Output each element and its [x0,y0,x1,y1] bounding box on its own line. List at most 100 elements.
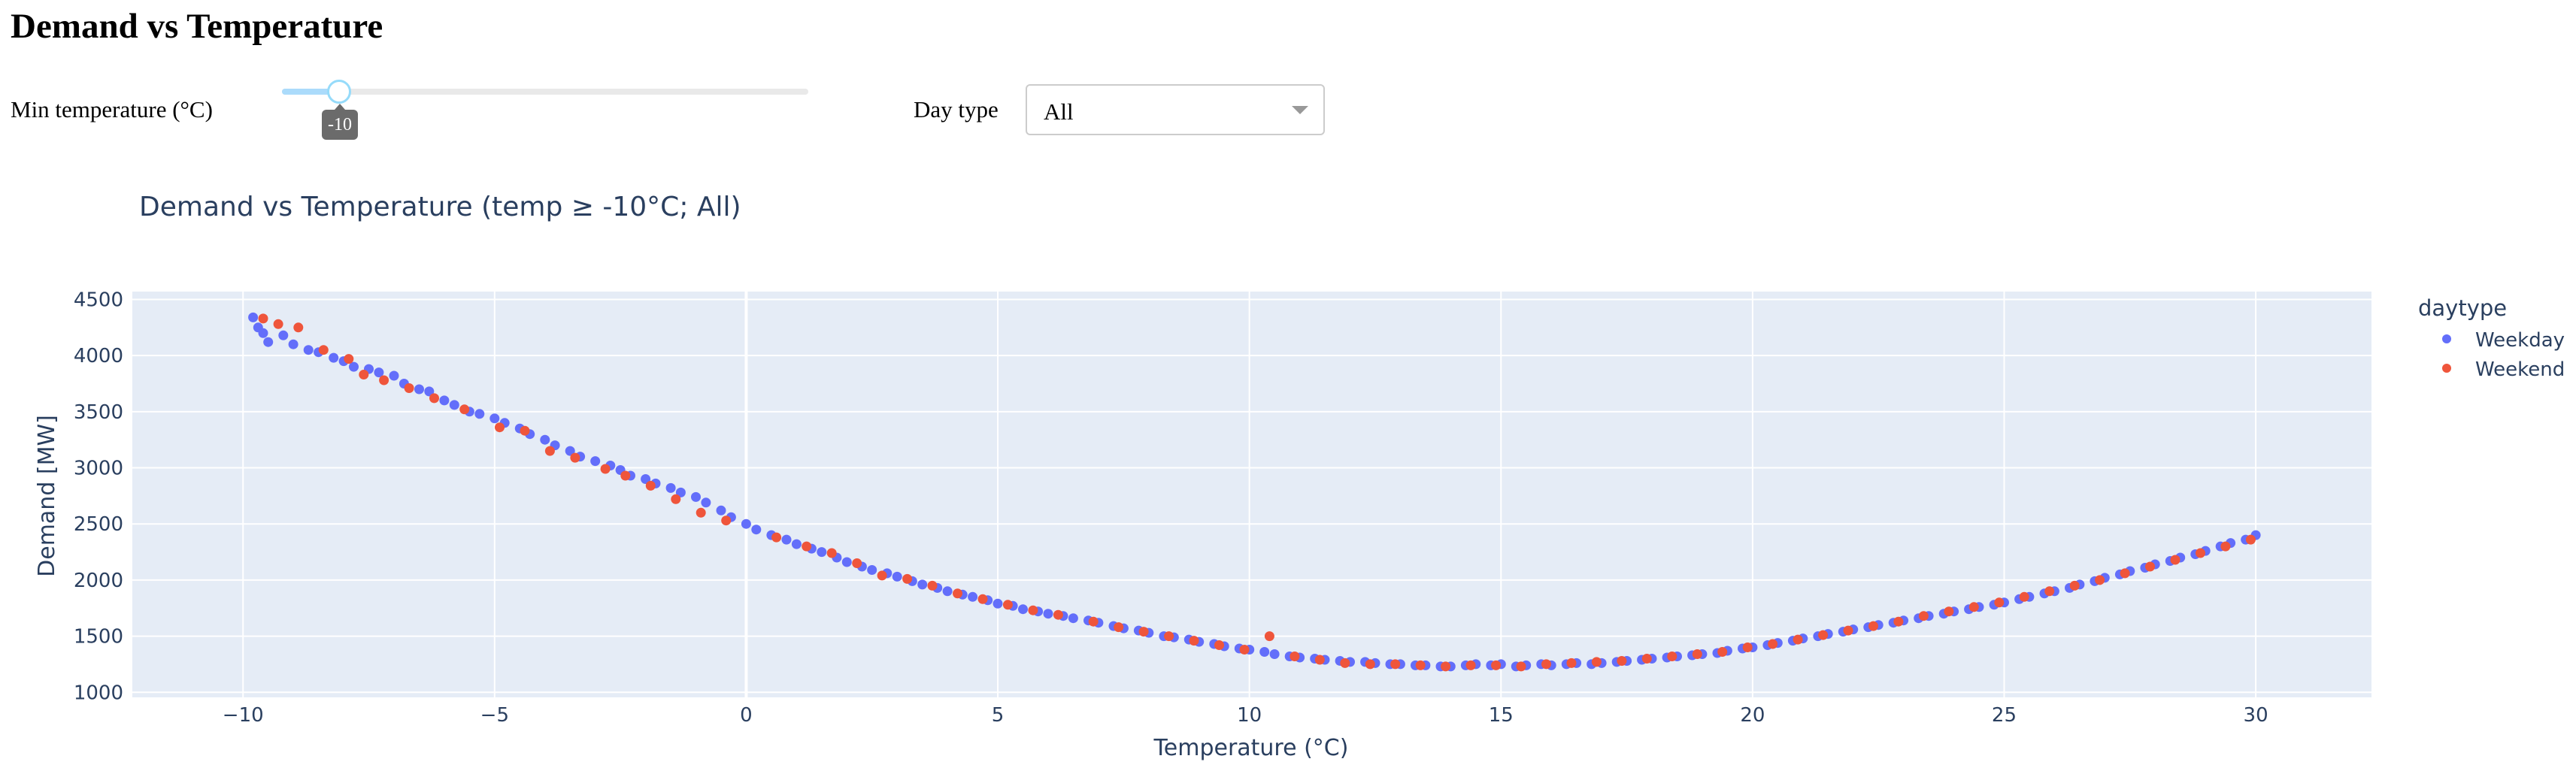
point-weekend [1465,660,1476,670]
point-weekend [1340,658,1350,668]
slider-track[interactable] [282,89,339,95]
point-weekday [389,370,399,381]
day-type-dropdown[interactable]: All [1026,84,1325,135]
point-weekday [841,557,852,567]
point-weekday [414,384,424,395]
point-weekend [1314,655,1325,665]
point-weekend [1365,659,1375,670]
point-weekend [1290,652,1300,661]
point-weekend [2044,586,2055,597]
point-weekday [993,598,1003,609]
point-weekday [867,565,877,575]
point-weekend [1994,597,2005,608]
point-weekday [248,312,259,322]
point-weekend [1441,661,1451,672]
point-weekend [1239,645,1250,655]
point-weekday [1259,647,1270,657]
point-weekend [570,452,580,463]
data-points [248,312,2261,672]
point-weekday [374,367,384,378]
point-weekend [1053,609,1063,620]
point-weekday [439,395,450,406]
day-type-selected-value: All [1044,98,1074,125]
point-weekend [359,370,369,379]
point-weekend [1793,634,1803,645]
legend-item-weekend[interactable]: Weekend [2442,358,2565,381]
legend-marker-weekend [2442,364,2451,373]
point-weekday [349,361,359,372]
point-weekend [344,354,354,364]
point-weekend [273,319,283,329]
x-tick-label: 5 [992,704,1005,727]
point-weekend [953,588,962,599]
point-weekday [263,337,274,347]
point-weekday [892,571,902,582]
point-weekday [968,591,978,602]
min-temperature-slider[interactable] [282,80,808,104]
point-weekend [1843,625,1853,636]
point-weekday [675,487,686,497]
point-weekend [1591,657,1602,667]
point-weekend [2095,575,2105,585]
point-weekday [258,328,268,338]
x-tick-label: 10 [1237,704,1262,727]
point-weekday [278,330,289,340]
y-tick-label: 2000 [74,570,123,592]
point-weekend [1114,622,1124,633]
point-weekday [917,579,928,590]
point-weekday [791,539,802,549]
point-weekend [1028,605,1038,615]
point-weekday [741,519,751,529]
point-weekend [802,541,812,552]
chart-title: Demand vs Temperature (temp ≥ -10°C; All… [139,192,741,222]
point-weekday [817,547,827,558]
point-weekend [2145,561,2155,572]
x-tick-label: 15 [1489,704,1514,727]
point-weekend [977,594,988,604]
legend-item-weekday[interactable]: Weekday [2442,329,2565,352]
point-weekend [1189,636,1199,646]
point-weekend [520,425,530,436]
point-weekend [1088,616,1099,627]
plot-area [132,292,2371,697]
point-weekday [1018,604,1028,615]
y-tick-label: 3000 [74,458,123,480]
point-weekend [2220,541,2231,552]
point-weekend [1541,659,1551,670]
point-weekend [671,494,681,504]
min-temperature-label: Min temperature (°C) [11,96,213,122]
point-weekend [852,558,862,568]
point-weekend [1617,656,1627,666]
point-weekend [459,404,470,415]
y-tick-label: 3500 [74,401,123,424]
point-weekend [429,393,439,404]
point-weekend [544,446,555,456]
slider-handle[interactable] [327,80,351,104]
point-weekend [1893,616,1904,627]
chevron-down-icon[interactable] [1292,106,1308,114]
x-tick-label: −5 [480,704,509,727]
point-weekend [2170,555,2181,565]
point-weekend [1918,611,1929,621]
point-weekend [1214,640,1224,650]
point-weekday [424,386,435,397]
point-weekday [701,497,711,508]
grid-lines [132,292,2371,697]
x-tick-label: 30 [2244,704,2268,727]
point-weekday [449,400,459,410]
point-weekend [1692,649,1702,659]
point-weekend [645,480,656,491]
point-weekend [1264,631,1274,642]
point-weekend [293,322,304,333]
point-weekend [1566,658,1577,668]
point-weekend [1002,600,1013,610]
point-weekday [781,534,792,545]
point-weekday [565,446,575,456]
point-weekend [1768,639,1778,649]
point-weekday [1043,609,1053,619]
point-weekend [1968,602,1979,612]
point-weekend [2069,580,2080,591]
x-axis-label: Temperature (°C) [1153,735,1349,761]
point-weekend [1390,659,1401,670]
slider-rail[interactable] [282,89,808,95]
